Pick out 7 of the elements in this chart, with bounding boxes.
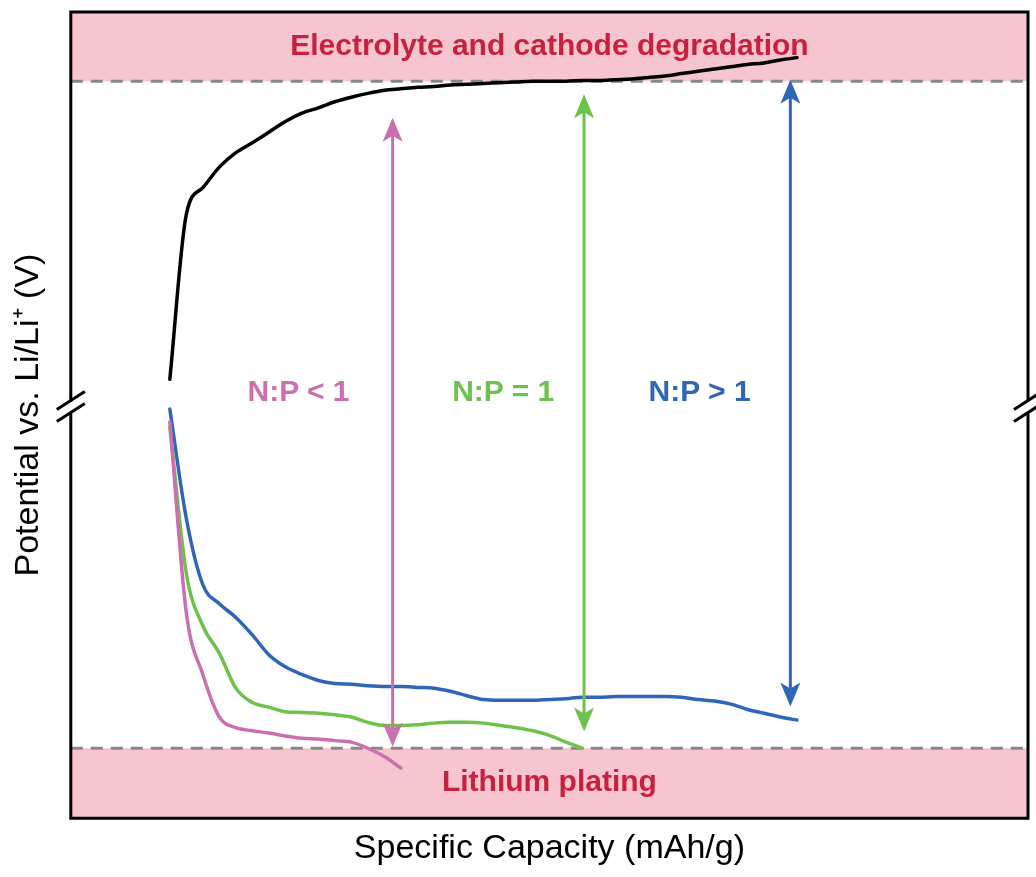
band-label: Electrolyte and cathode degradation <box>290 27 809 61</box>
band-label: Lithium plating <box>441 764 657 798</box>
y-axis-title: Potential vs. Li/Li⁺ (V) <box>6 253 45 577</box>
annotation: N:P > 1 <box>648 373 751 407</box>
x-axis-title: Specific Capacity (mAh/g) <box>353 826 745 865</box>
annotation: N:P < 1 <box>247 373 350 407</box>
annotation: N:P = 1 <box>452 373 555 407</box>
